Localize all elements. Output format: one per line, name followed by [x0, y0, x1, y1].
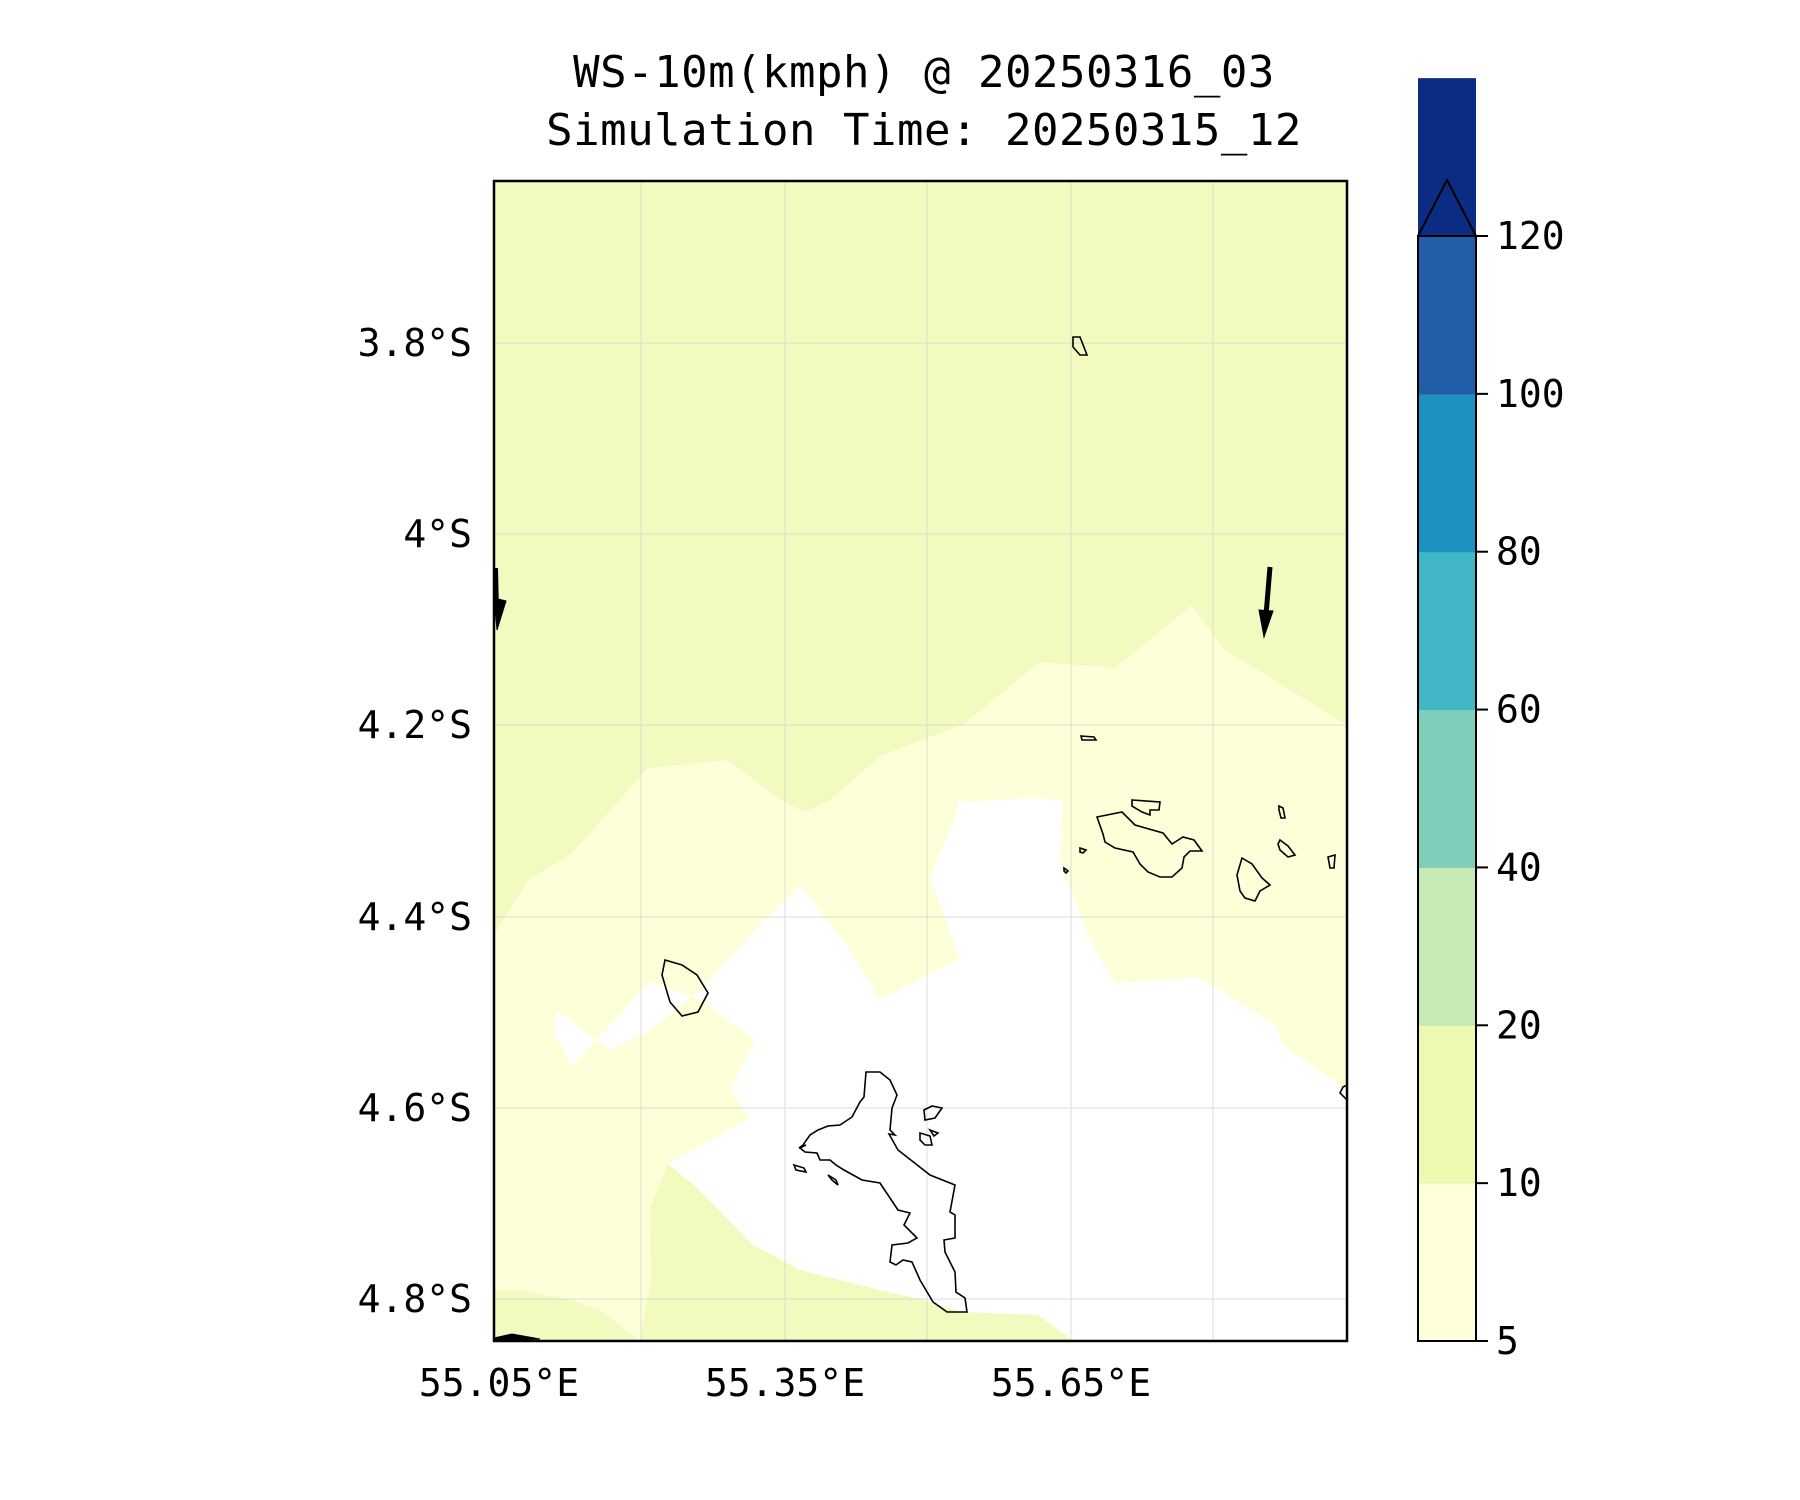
wind-arrow-east	[1263, 566, 1273, 616]
lat-label: 3.8°S	[358, 321, 472, 365]
small-islet-10	[1339, 1084, 1347, 1102]
colorbar-frame	[1417, 235, 1477, 1342]
colorbar: 5 10 20 40 60 80 100 120	[1417, 78, 1565, 1363]
lon-label: 55.35°E	[705, 1361, 865, 1405]
colorbar-segment	[1418, 551, 1476, 711]
wind-arrow-west-head	[493, 597, 507, 631]
lat-label: 4.6°S	[358, 1086, 472, 1130]
graticule	[494, 181, 1347, 1341]
colorbar-tick-label: 100	[1496, 372, 1565, 416]
colorbar-segment	[1418, 393, 1476, 553]
lat-label: 4.8°S	[358, 1277, 472, 1321]
colorbar-segment	[1418, 867, 1476, 1026]
colorbar-tick-label: 60	[1496, 688, 1542, 732]
wind-vectors	[493, 566, 1274, 1342]
colorbar-tick-label: 5	[1496, 1319, 1519, 1363]
coastlines	[661, 336, 1347, 1313]
latitude-labels: 3.8°S 4°S 4.2°S 4.4°S 4.6°S 4.8°S	[358, 321, 472, 1321]
map-frame	[492, 179, 1349, 1343]
marianne-island-coastline	[1327, 853, 1336, 869]
contour-below-5	[555, 798, 1347, 1341]
small-islet-9	[792, 1163, 808, 1174]
lon-label: 55.05°E	[419, 1361, 579, 1405]
curieuse-island-coastline	[1131, 799, 1161, 817]
small-islet-1	[1079, 735, 1098, 741]
mahe-island-coastline	[798, 1071, 968, 1313]
lat-label: 4.2°S	[358, 703, 472, 747]
colorbar-segment	[1418, 1183, 1476, 1342]
small-islet-3	[1079, 846, 1088, 854]
denis-bird-island-coastline	[1072, 336, 1089, 356]
colorbar-tick-label: 120	[1496, 214, 1565, 258]
colorbar-segment	[1418, 1025, 1476, 1184]
lat-label: 4°S	[403, 512, 472, 556]
lon-label: 55.65°E	[991, 1361, 1151, 1405]
small-islet-2	[1278, 804, 1286, 819]
colorbar-tick-label: 40	[1496, 845, 1542, 889]
title-line-1: WS-10m(kmph) @ 20250316_03	[573, 47, 1275, 98]
colorbar-segment	[1418, 78, 1476, 237]
small-islet-7	[927, 1128, 940, 1138]
colorbar-segment	[1418, 236, 1476, 395]
lat-label: 4.4°S	[358, 895, 472, 939]
praslin-island-coastline	[1095, 811, 1204, 878]
colorbar-tick-label: 80	[1496, 530, 1542, 574]
small-islet-5	[923, 1105, 944, 1121]
colorbar-extend-outline	[1417, 177, 1477, 237]
contour-fill-layer	[494, 181, 1347, 1341]
colorbar-segment	[1418, 709, 1476, 868]
silhouette-island-coastline	[661, 958, 709, 1017]
plot-title: WS-10m(kmph) @ 20250316_03 Simulation Ti…	[0, 44, 1800, 160]
la-digue-island-coastline	[1236, 856, 1272, 902]
small-islet-6	[919, 1131, 933, 1146]
longitude-labels: 55.05°E 55.35°E 55.65°E	[419, 1361, 1151, 1405]
wind-arrow-east-head	[1258, 609, 1274, 639]
colorbar-tick-label: 20	[1496, 1003, 1542, 1047]
small-islet-8	[827, 1174, 839, 1186]
felicite-island-coastline	[1277, 838, 1297, 858]
small-islet-4	[1063, 866, 1070, 875]
colorbar-tick-label: 10	[1496, 1161, 1542, 1205]
title-line-2: Simulation Time: 20250315_12	[546, 105, 1302, 156]
